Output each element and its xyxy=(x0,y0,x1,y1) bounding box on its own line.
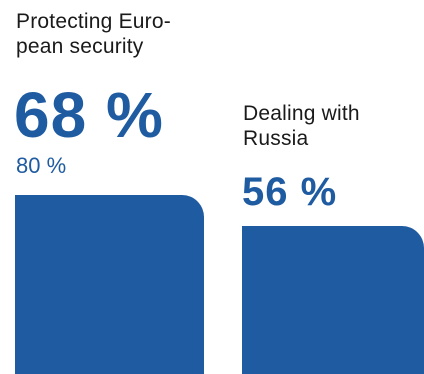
value-label-european-security: 68 % xyxy=(14,79,164,151)
bar-european-security xyxy=(15,195,204,374)
value-label-russia: 56 % xyxy=(242,170,338,214)
category-label-russia: Dealing with Russia xyxy=(243,102,360,150)
category-label-european-security: Protecting Euro- pean security xyxy=(16,10,171,58)
secondary-value-european-security: 80 % xyxy=(16,153,67,178)
bar-russia xyxy=(242,226,424,374)
